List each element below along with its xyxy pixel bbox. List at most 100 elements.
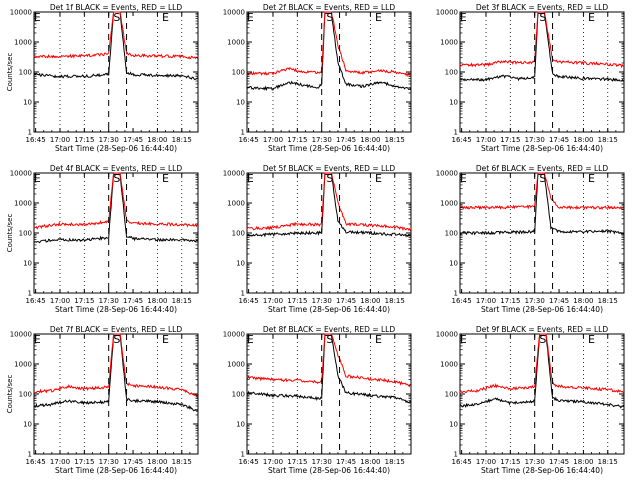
x-tick-label: 17:30	[312, 297, 332, 305]
chart-panel-2: 16:45 17:00 17:15 17:30 17:45 18:00 18:15 1 10 10…	[223, 3, 412, 153]
x-tick-label: 17:00	[476, 458, 496, 466]
x-tick-label: 18:00	[360, 297, 380, 305]
chart-panel-9: 16:45 17:00 17:15 17:30 17:45 18:00 18:15 1 10 10…	[436, 325, 625, 475]
chart-title: Det 7f BLACK = Events, RED = LLD	[50, 325, 183, 334]
x-tick-label: 18:00	[147, 458, 167, 466]
event-marker-label: S	[113, 172, 120, 185]
x-tick-label: 17:30	[99, 136, 119, 144]
series-line-1	[246, 334, 412, 404]
y-tick-label: 10000	[436, 331, 458, 339]
chart-panel-7: 16:45 17:00 17:15 17:30 17:45 18:00 18:15 1 10 10…	[6, 325, 199, 475]
chart-panel-4: 16:45 17:00 17:15 17:30 17:45 18:00 18:15 1 10 10…	[6, 164, 199, 314]
x-tick-label: 17:30	[312, 458, 332, 466]
y-tick-label: 1	[28, 451, 32, 459]
y-tick-label: 1000	[227, 361, 245, 369]
x-tick-label: 17:00	[476, 136, 496, 144]
x-tick-label: 18:15	[598, 136, 618, 144]
x-tick-label: 17:15	[500, 458, 520, 466]
x-axis-label: Start Time (28-Sep-06 16:44:40)	[268, 305, 390, 314]
x-axis-label: Start Time (28-Sep-06 16:44:40)	[481, 144, 603, 153]
series-line-1	[459, 334, 625, 409]
y-tick-label: 100	[232, 391, 245, 399]
y-tick-label: 10	[23, 99, 32, 107]
plot-frame	[33, 172, 199, 294]
y-tick-label: 1	[454, 451, 458, 459]
x-axis-label: Start Time (28-Sep-06 16:44:40)	[55, 305, 177, 314]
y-tick-label: 100	[19, 230, 32, 238]
event-marker-label: S	[113, 333, 120, 346]
event-marker-label: E	[460, 172, 467, 185]
event-marker-label: S	[113, 11, 120, 24]
x-tick-label: 17:45	[123, 458, 143, 466]
x-tick-label: 16:45	[26, 458, 46, 466]
x-tick-label: 18:15	[172, 458, 192, 466]
event-marker-label: E	[375, 333, 382, 346]
y-tick-label: 10	[449, 99, 458, 107]
x-tick-label: 17:30	[99, 297, 119, 305]
x-tick-label: 17:00	[263, 297, 283, 305]
x-axis-label: Start Time (28-Sep-06 16:44:40)	[481, 305, 603, 314]
event-marker-label: E	[247, 172, 254, 185]
y-tick-label: 1000	[14, 200, 32, 208]
y-tick-label: 1000	[440, 200, 458, 208]
x-tick-label: 17:15	[74, 297, 94, 305]
series-line-1	[246, 173, 412, 238]
y-tick-label: 1	[241, 451, 245, 459]
x-tick-label: 17:30	[312, 136, 332, 144]
x-tick-label: 17:45	[336, 458, 356, 466]
y-axis-label: Counts/sec	[6, 53, 14, 92]
chart-panel-1: 16:45 17:00 17:15 17:30 17:45 18:00 18:15 1 10 10…	[6, 3, 199, 153]
x-tick-label: 18:15	[598, 297, 618, 305]
x-tick-label: 17:30	[525, 136, 545, 144]
y-axis-label: Counts/sec	[6, 375, 14, 414]
event-marker-label: E	[162, 172, 169, 185]
x-tick-label: 17:45	[336, 297, 356, 305]
y-tick-label: 1	[454, 290, 458, 298]
x-tick-label: 16:45	[26, 136, 46, 144]
event-marker-label: E	[588, 11, 595, 24]
x-tick-label: 17:00	[476, 297, 496, 305]
chart-panel-6: 16:45 17:00 17:15 17:30 17:45 18:00 18:15 1 10 10…	[436, 164, 625, 314]
x-tick-label: 17:00	[50, 136, 70, 144]
y-tick-label: 10000	[223, 9, 245, 17]
x-tick-label: 18:15	[385, 136, 405, 144]
y-tick-label: 10000	[223, 170, 245, 178]
x-tick-label: 16:45	[239, 297, 259, 305]
event-marker-label: E	[460, 11, 467, 24]
event-marker-label: E	[375, 11, 382, 24]
y-tick-label: 100	[445, 69, 458, 77]
x-tick-label: 16:45	[26, 297, 46, 305]
x-tick-label: 18:00	[360, 136, 380, 144]
x-tick-label: 18:00	[360, 458, 380, 466]
x-tick-label: 18:15	[385, 458, 405, 466]
series-line-2	[33, 11, 199, 60]
y-tick-label: 1000	[227, 200, 245, 208]
x-tick-label: 17:00	[50, 297, 70, 305]
chart-title: Det 2f BLACK = Events, RED = LLD	[263, 3, 396, 12]
chart-title: Det 9f BLACK = Events, RED = LLD	[476, 325, 609, 334]
series-line-2	[459, 333, 625, 394]
x-tick-label: 17:45	[549, 297, 569, 305]
plot-frame	[459, 11, 625, 133]
y-tick-label: 10000	[10, 331, 32, 339]
x-tick-label: 17:00	[263, 458, 283, 466]
y-tick-label: 100	[19, 69, 32, 77]
chart-panel-3: 16:45 17:00 17:15 17:30 17:45 18:00 18:15 1 10 10…	[436, 3, 625, 153]
x-tick-label: 17:45	[549, 136, 569, 144]
x-tick-label: 18:00	[573, 136, 593, 144]
x-tick-label: 17:45	[336, 136, 356, 144]
y-tick-label: 1	[241, 129, 245, 137]
x-axis-label: Start Time (28-Sep-06 16:44:40)	[268, 144, 390, 153]
y-tick-label: 100	[232, 230, 245, 238]
chart-title: Det 1f BLACK = Events, RED = LLD	[50, 3, 183, 12]
event-marker-label: S	[326, 333, 333, 346]
chart-panel-8: 16:45 17:00 17:15 17:30 17:45 18:00 18:15 1 10 10…	[223, 325, 412, 475]
x-tick-label: 17:15	[287, 136, 307, 144]
y-tick-label: 1000	[440, 361, 458, 369]
x-tick-label: 17:45	[123, 136, 143, 144]
y-tick-label: 100	[445, 391, 458, 399]
plot-frame	[246, 333, 412, 455]
y-tick-label: 10	[23, 260, 32, 268]
x-tick-label: 17:15	[287, 297, 307, 305]
y-tick-label: 1	[28, 290, 32, 298]
